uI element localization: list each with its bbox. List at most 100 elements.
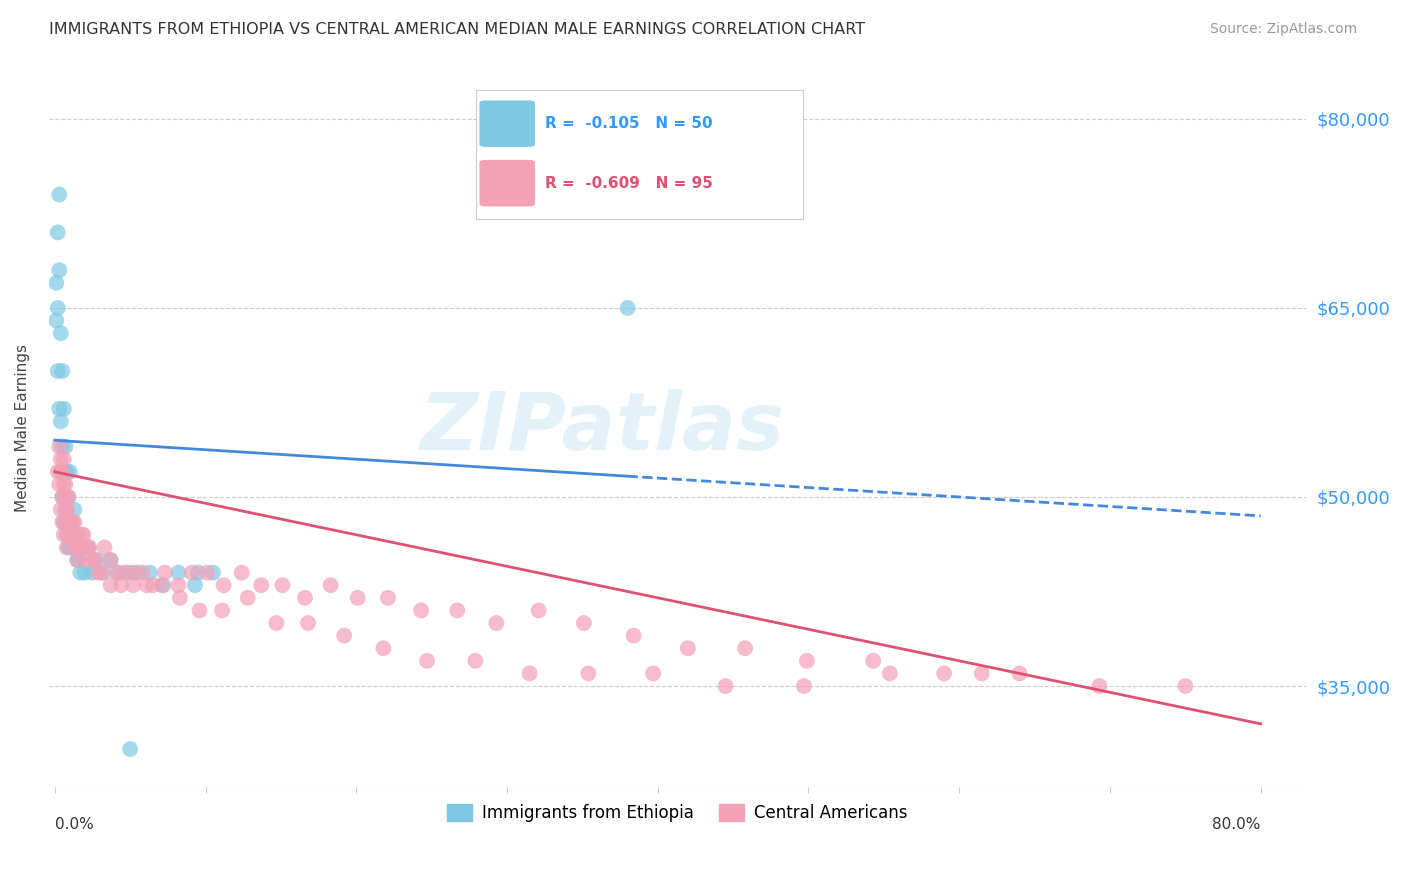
Point <box>188 603 211 617</box>
Point <box>63 515 86 529</box>
Point <box>181 566 204 580</box>
Point <box>862 654 884 668</box>
Point <box>82 566 104 580</box>
Point <box>65 541 87 555</box>
Point <box>120 742 142 756</box>
Point <box>60 515 83 529</box>
Point <box>212 578 235 592</box>
Point <box>576 666 599 681</box>
Point <box>53 477 76 491</box>
Text: 80.0%: 80.0% <box>1212 817 1261 832</box>
Point <box>150 578 173 592</box>
Point <box>319 578 342 592</box>
Point <box>932 666 955 681</box>
Point <box>49 414 72 428</box>
Point <box>127 566 149 580</box>
Point <box>48 477 70 491</box>
Point <box>46 364 69 378</box>
Point <box>58 541 80 555</box>
Point <box>202 566 225 580</box>
Point <box>1008 666 1031 681</box>
Point <box>52 515 75 529</box>
Point <box>45 313 67 327</box>
Point <box>100 553 122 567</box>
Point <box>152 578 174 592</box>
Point <box>373 641 395 656</box>
Point <box>714 679 737 693</box>
Point <box>58 490 80 504</box>
Text: 0.0%: 0.0% <box>55 817 94 832</box>
Point <box>139 566 162 580</box>
Point <box>623 629 645 643</box>
Point <box>63 502 86 516</box>
Point <box>59 528 82 542</box>
Y-axis label: Median Male Earnings: Median Male Earnings <box>15 343 30 512</box>
Point <box>73 566 96 580</box>
Point <box>77 541 100 555</box>
Point <box>187 566 209 580</box>
Point <box>46 301 69 315</box>
Point <box>77 541 100 555</box>
Point <box>131 566 153 580</box>
Point <box>110 578 132 592</box>
Point <box>69 541 91 555</box>
Point <box>519 666 541 681</box>
Point <box>66 553 89 567</box>
Point <box>52 452 75 467</box>
Point <box>167 578 190 592</box>
Point <box>464 654 486 668</box>
Point <box>271 578 294 592</box>
Text: Source: ZipAtlas.com: Source: ZipAtlas.com <box>1209 22 1357 37</box>
Point <box>446 603 468 617</box>
Point <box>56 541 79 555</box>
Point <box>115 566 138 580</box>
Point <box>100 553 122 567</box>
Point <box>879 666 901 681</box>
Point <box>346 591 368 605</box>
Point <box>46 465 69 479</box>
Point <box>87 566 110 580</box>
Point <box>62 515 84 529</box>
Point <box>416 654 439 668</box>
Point <box>59 465 82 479</box>
Point <box>93 541 115 555</box>
Point <box>60 515 83 529</box>
Point <box>59 541 82 555</box>
Point <box>83 553 105 567</box>
Point <box>527 603 550 617</box>
Point <box>195 566 218 580</box>
Point <box>48 401 70 416</box>
Point <box>184 578 207 592</box>
Point <box>62 528 84 542</box>
Point <box>65 541 87 555</box>
Point <box>250 578 273 592</box>
Point <box>51 490 73 504</box>
Point <box>56 502 79 516</box>
Point <box>112 566 135 580</box>
Point <box>59 515 82 529</box>
Point <box>135 578 157 592</box>
Point <box>409 603 432 617</box>
Point <box>105 566 128 580</box>
Point <box>169 591 191 605</box>
Point <box>793 679 815 693</box>
Point <box>377 591 399 605</box>
Point <box>49 465 72 479</box>
Point <box>333 629 356 643</box>
Point <box>53 490 76 504</box>
Point <box>52 528 75 542</box>
Point <box>970 666 993 681</box>
Point <box>53 502 76 516</box>
Point <box>48 263 70 277</box>
Point <box>49 452 72 467</box>
Point <box>45 276 67 290</box>
Point <box>51 465 73 479</box>
Point <box>49 465 72 479</box>
Point <box>485 615 508 630</box>
Point <box>676 641 699 656</box>
Point <box>572 615 595 630</box>
Point <box>56 465 79 479</box>
Point <box>58 528 80 542</box>
Legend: Immigrants from Ethiopia, Central Americans: Immigrants from Ethiopia, Central Americ… <box>440 797 914 829</box>
Point <box>51 515 73 529</box>
